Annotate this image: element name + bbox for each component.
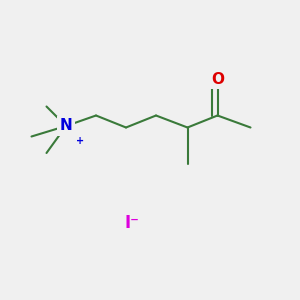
Text: +: + (76, 136, 85, 146)
Text: I⁻: I⁻ (124, 214, 140, 232)
Text: O: O (211, 72, 224, 87)
Text: N: N (60, 118, 72, 134)
